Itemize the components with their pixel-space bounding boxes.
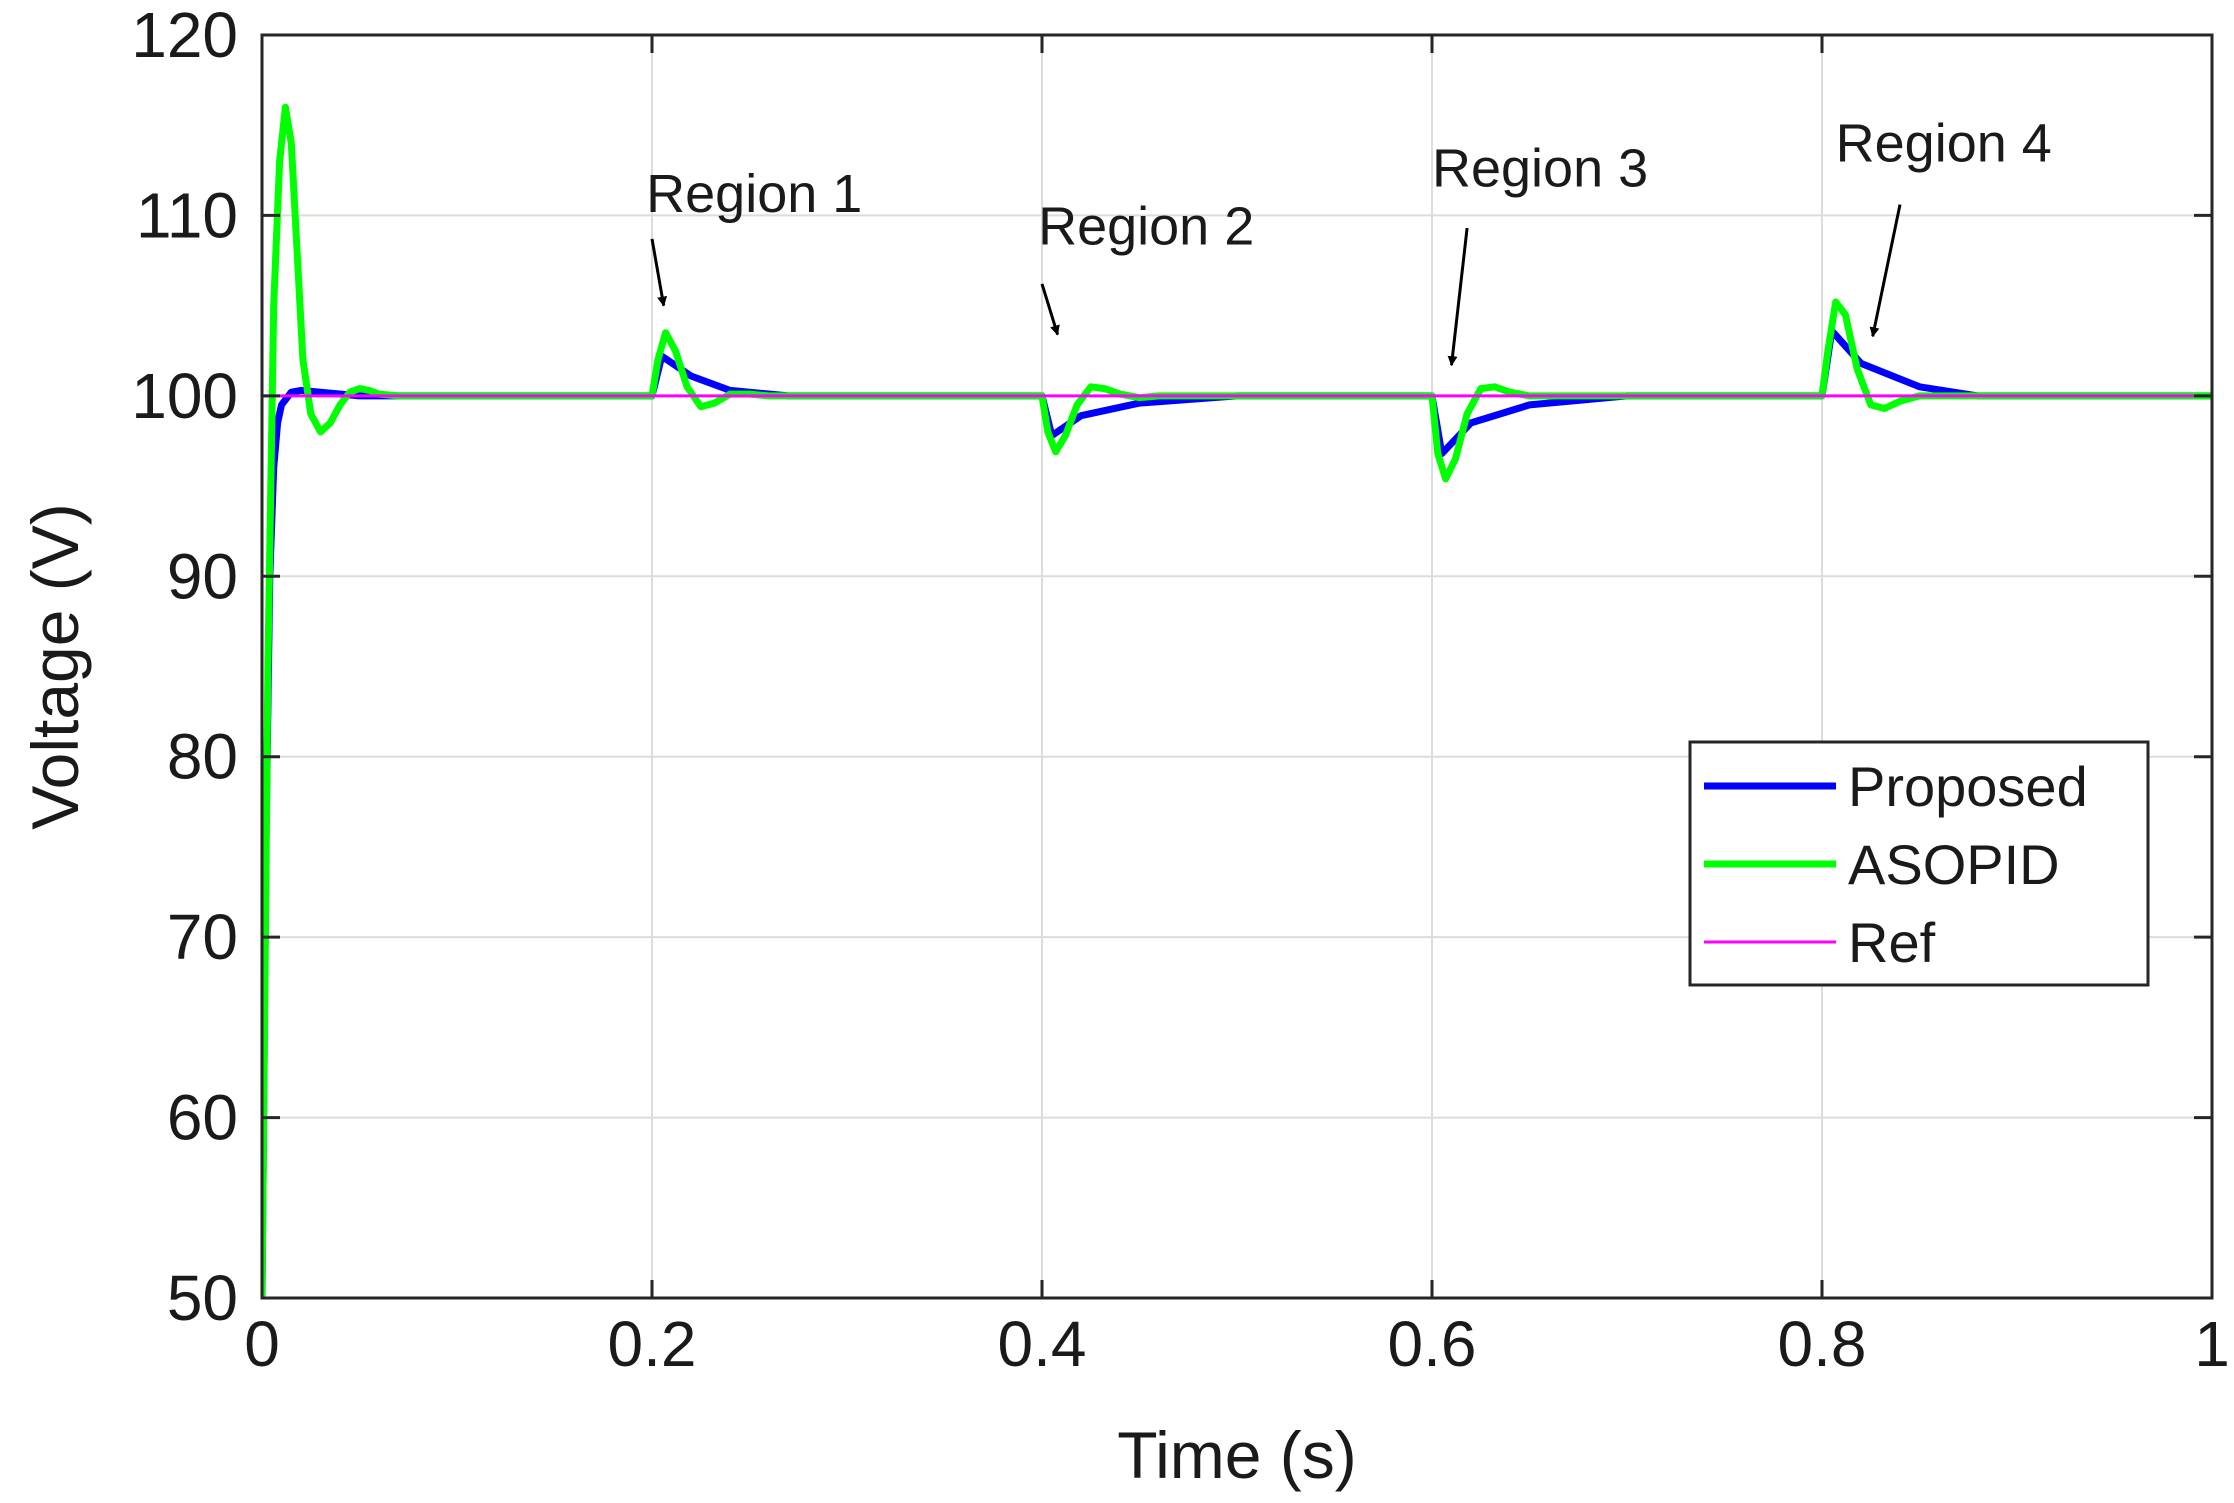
x-axis-label: Time (s): [1117, 1418, 1357, 1492]
x-tick-label: 0: [244, 1308, 280, 1380]
plot-area: [262, 35, 2212, 1298]
y-tick-label: 90: [167, 540, 238, 612]
axis-ticks: 0 0.2 0.4 0.6 0.8 1 50 60 70 80 90 100 110 120: [131, 0, 2230, 1380]
series-group: [262, 103, 2212, 1298]
region-annotation-arrow: [1447, 227, 1469, 367]
x-tick-label: 1: [2194, 1308, 2230, 1380]
legend-label-asopid: ASOPID: [1848, 833, 2060, 896]
region-annotation-label: Region 4: [1836, 113, 2052, 173]
legend: Proposed ASOPID Ref: [1688, 740, 2150, 987]
y-axis-label: Voltage (V): [18, 503, 92, 830]
y-tick-label: 120: [131, 0, 238, 71]
plot-frame: [260, 33, 2214, 1300]
region-annotation-label: Region 1: [646, 164, 862, 224]
y-tick-label: 80: [167, 721, 238, 793]
x-tick-label: 0.4: [998, 1308, 1087, 1380]
x-tick-label: 0.6: [1388, 1308, 1477, 1380]
x-tick-label: 0.8: [1778, 1308, 1867, 1380]
region-annotation-arrow: [650, 238, 668, 307]
annotations: Region 1 Region 2 Region 3 Region 4: [646, 113, 2052, 367]
region-annotation-arrow: [1869, 204, 1902, 338]
y-tick-label: 100: [131, 360, 238, 432]
x-tick-label: 0.2: [608, 1308, 697, 1380]
region-annotation-label: Region 3: [1432, 139, 1648, 199]
legend-label-ref: Ref: [1848, 911, 1936, 974]
region-annotation-arrow: [1040, 283, 1060, 336]
y-tick-label: 70: [167, 901, 238, 973]
y-tick-label: 50: [167, 1262, 238, 1334]
y-tick-label: 60: [167, 1082, 238, 1154]
series-line-asopid: [262, 103, 2212, 1298]
region-annotation-label: Region 2: [1038, 196, 1254, 256]
legend-label-proposed: Proposed: [1848, 755, 2088, 818]
y-tick-label: 110: [136, 179, 238, 251]
